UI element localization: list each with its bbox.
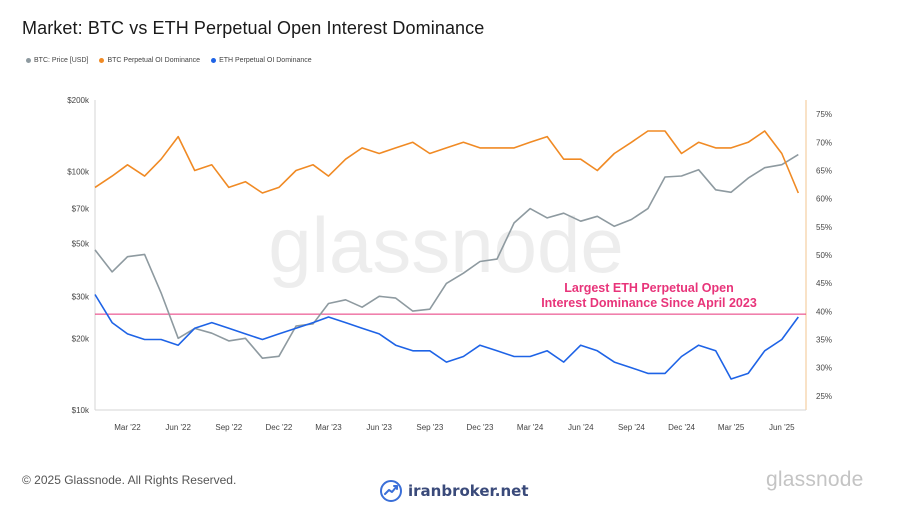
x-tick-label: Dec '24 <box>668 423 695 432</box>
y-right-tick-label: 45% <box>816 279 832 288</box>
y-right-tick-label: 25% <box>816 392 832 401</box>
axes: $10k $20k $30k $50k $70k $100k $200k 25% 30% 35% 4… <box>67 96 832 432</box>
legend-label-btc-oi: BTC Perpetual OI Dominance <box>107 57 201 64</box>
legend-swatch-btc-price <box>26 58 31 63</box>
legend-item-eth-oi[interactable]: ETH Perpetual OI Dominance <box>211 57 312 64</box>
chart-growth-icon <box>380 480 402 502</box>
x-tick-label: Jun '22 <box>165 423 191 432</box>
x-tick-label: Dec '22 <box>266 423 293 432</box>
x-tick-label: Jun '25 <box>769 423 795 432</box>
y-left-tick-label: $30k <box>72 292 90 301</box>
watermark: glassnode <box>268 201 624 289</box>
y-right-tick-label: 40% <box>816 307 832 316</box>
x-tick-label: Jun '23 <box>366 423 392 432</box>
y-right-tick-label: 60% <box>816 195 832 204</box>
y-right-tick-label: 35% <box>816 336 832 345</box>
legend-item-btc-oi[interactable]: BTC Perpetual OI Dominance <box>99 57 200 64</box>
y-right-tick-label: 65% <box>816 166 832 175</box>
y-left-tick-label: $70k <box>72 205 90 214</box>
x-tick-label: Dec '23 <box>467 423 494 432</box>
y-left-tick-label: $10k <box>72 406 90 415</box>
btc-price-line <box>94 153 799 360</box>
eth-oi-dominance-line <box>94 294 799 380</box>
broker-brand[interactable]: iranbroker.net <box>380 480 529 502</box>
x-tick-label: Mar '23 <box>315 423 342 432</box>
x-tick-label: Sep '22 <box>215 423 242 432</box>
x-tick-label: Jun '24 <box>568 423 594 432</box>
y-right-tick-label: 70% <box>816 138 832 147</box>
legend-swatch-btc-oi <box>99 58 105 63</box>
annotation-line-2: Interest Dominance Since April 2023 <box>541 296 757 310</box>
legend: BTC: Price [USD] BTC Perpetual OI Domina… <box>26 57 312 64</box>
footer-brand: glassnode <box>766 468 864 491</box>
series-layer <box>94 130 800 380</box>
y-left-tick-label: $100k <box>67 168 90 177</box>
x-tick-label: Mar '24 <box>517 423 544 432</box>
legend-swatch-eth-oi <box>211 58 217 63</box>
legend-item-btc-price[interactable]: BTC: Price [USD] <box>26 57 88 64</box>
y-right-tick-label: 50% <box>816 251 832 260</box>
x-tick-label: Mar '22 <box>114 423 141 432</box>
y-left-tick-label: $20k <box>72 334 90 343</box>
y-right-tick-label: 30% <box>816 364 832 373</box>
y-right-tick-label: 75% <box>816 110 832 119</box>
legend-label-eth-oi: ETH Perpetual OI Dominance <box>219 57 312 64</box>
x-tick-label: Sep '24 <box>618 423 645 432</box>
x-tick-label: Mar '25 <box>718 423 745 432</box>
annotation-line-1: Largest ETH Perpetual Open <box>564 281 733 295</box>
btc-oi-dominance-line <box>94 130 800 194</box>
chart-title: Market: BTC vs ETH Perpetual Open Intere… <box>22 18 485 38</box>
y-left-tick-label: $200k <box>67 96 90 105</box>
y-right-tick-label: 55% <box>816 223 832 232</box>
x-tick-label: Sep '23 <box>416 423 443 432</box>
legend-label-btc-price: BTC: Price [USD] <box>34 57 89 64</box>
y-left-tick-label: $50k <box>72 239 90 248</box>
broker-name: iranbroker.net <box>408 482 529 500</box>
copyright-text: © 2025 Glassnode. All Rights Reserved. <box>22 473 237 487</box>
